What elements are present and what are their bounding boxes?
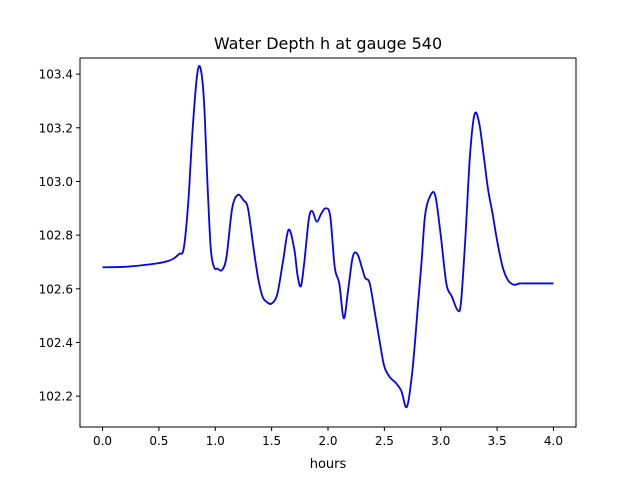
x-tick-label: 3.5 xyxy=(488,434,507,448)
y-tick-label: 102.8 xyxy=(39,229,73,243)
x-tick-label: 3.0 xyxy=(431,434,450,448)
y-tick-label: 103.0 xyxy=(39,175,73,189)
x-tick-label: 1.0 xyxy=(206,434,225,448)
y-tick-label: 103.4 xyxy=(39,68,73,82)
x-axis-label: hours xyxy=(310,457,347,472)
series-line xyxy=(102,64,554,409)
y-tick-label: 102.2 xyxy=(39,390,73,404)
x-tick-label: 0.5 xyxy=(149,434,168,448)
x-tick-label: 0.0 xyxy=(93,434,112,448)
y-tick-label: 102.4 xyxy=(39,336,73,350)
y-tick-label: 103.2 xyxy=(39,121,73,135)
x-tick-label: 2.0 xyxy=(318,434,337,448)
x-tick-label: 4.0 xyxy=(544,434,563,448)
x-tick-label: 2.5 xyxy=(375,434,394,448)
chart-title: Water Depth h at gauge 540 xyxy=(214,34,442,53)
ticks-layer: 0.0 0.5 1.0 1.5 2.0 2.5 3.0 3.5 4.0 102.2 102.4 102… xyxy=(39,68,563,448)
x-tick-label: 1.5 xyxy=(262,434,281,448)
y-tick-label: 102.6 xyxy=(39,282,73,296)
plot-area-frame xyxy=(79,57,577,428)
series-layer xyxy=(102,64,554,409)
